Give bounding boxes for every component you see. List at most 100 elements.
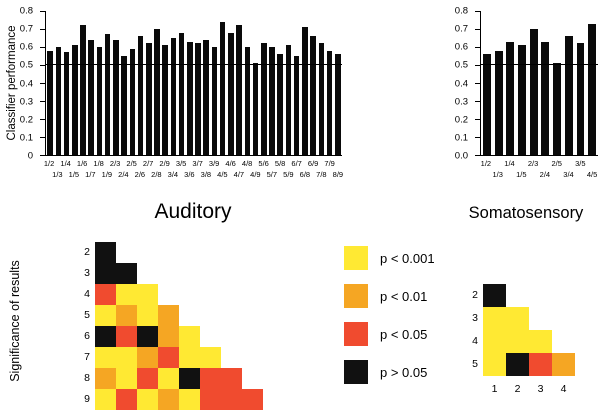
significance-cell [529,353,552,376]
x-tick-label: 3/4 [563,170,574,179]
x-tick-label: 1/8 [93,159,104,168]
bar-5-9 [285,45,292,155]
bar-7-8 [318,43,325,155]
bar-1-3 [494,50,503,155]
bar-4-6 [228,32,234,155]
matrix-row-label: 3 [472,312,478,324]
bar-3-6 [187,41,193,155]
y-tick-mark [475,119,480,120]
x-tick-label: 4/9 [250,170,261,179]
significance-cell [137,368,158,389]
auditory-chance-line [46,64,342,65]
x-tick-label: 2/8 [151,170,162,179]
bar-2-8 [154,29,160,155]
significance-cell [137,284,158,305]
significance-cell [158,368,179,389]
bar-slot [54,11,62,155]
y-tick-label: 0.3 [19,96,33,108]
bar-slot [334,11,342,155]
bar-3-4 [564,36,573,155]
legend-item: p < 0.01 [344,284,435,308]
significance-cell [483,353,506,376]
bar-slot [586,11,598,155]
legend-label: p > 0.05 [380,364,428,380]
bar-slot [260,11,268,155]
y-tick-mark [475,101,480,102]
bar-slot [516,11,528,155]
x-tick-label: 1/4 [504,159,515,168]
bar-slot [551,11,563,155]
bar-slot [493,11,505,155]
matrix-row-label: 4 [472,335,478,347]
significance-cell [506,330,529,353]
bar-slot [293,11,301,155]
bar-slot [112,11,120,155]
bar-slot [575,11,587,155]
bar-slot [46,11,54,155]
y-tick-mark [40,11,45,12]
bar-6-8 [302,27,308,155]
significance-cell [158,326,179,347]
y-tick-label: 0.5 [454,59,468,71]
bar-slot [301,11,309,155]
legend-swatch [344,322,368,346]
matrix-row: 6 [74,326,263,347]
significance-cell [158,305,179,326]
bar-slot [62,11,70,155]
significance-cell [242,389,263,410]
bar-slot [504,11,516,155]
y-tick-mark [475,47,480,48]
bar-1-7 [88,39,94,155]
y-tick-label: 0.4 [454,78,468,89]
y-tick-mark [40,155,45,156]
matrix-row-label: 5 [84,309,90,321]
legend-swatch [344,246,368,270]
x-tick-label: 4/5 [217,170,228,179]
significance-cell [483,330,506,353]
significance-cell [179,326,200,347]
bar-slot [219,11,227,155]
x-tick-label: 2/3 [109,159,121,168]
y-tick-label: 0.1 [454,132,468,144]
significance-cell [95,389,116,410]
y-tick-label: 0 [27,150,33,162]
y-tick-label: 0.7 [454,23,468,35]
y-tick-mark [40,83,45,84]
significance-cell [179,368,200,389]
matrix-row: 2 [462,284,575,307]
bar-slot [268,11,276,155]
y-tick-mark [475,155,480,156]
x-tick-label: 7/9 [324,159,335,168]
bar-4-8 [244,47,251,155]
x-tick-label: 2/4 [539,170,551,179]
bar-slot [71,11,79,155]
significance-cell [95,326,116,347]
y-tick-mark [475,83,480,84]
bar-slot [284,11,292,155]
bar-slot [528,11,540,155]
bar-2-4 [541,41,550,155]
bar-slot [161,11,169,155]
x-tick-label: 1/3 [52,170,63,179]
matrix-row: 5 [74,305,263,326]
bar-slot [178,11,186,155]
matrix-row: 9 [74,389,263,410]
matrix-row: 7 [74,347,263,368]
y-tick-label: 0.0 [454,150,468,162]
bar-slot [169,11,177,155]
bar-3-4 [170,38,177,155]
bar-slot [317,11,325,155]
matrix-row-label: 6 [84,330,90,342]
significance-cell [116,263,137,284]
somatosensory-bars [481,11,598,155]
x-tick-label: 6/7 [291,159,302,168]
significance-cell [200,389,221,410]
significance-section-label: Significance of results [8,260,22,382]
matrix-row-label: 2 [472,289,478,301]
bar-2-5 [553,63,562,155]
significance-cell [116,389,137,410]
bar-slot [186,11,194,155]
bar-2-9 [162,45,168,155]
x-tick-label: 3/4 [167,170,179,179]
bar-slot [145,11,153,155]
